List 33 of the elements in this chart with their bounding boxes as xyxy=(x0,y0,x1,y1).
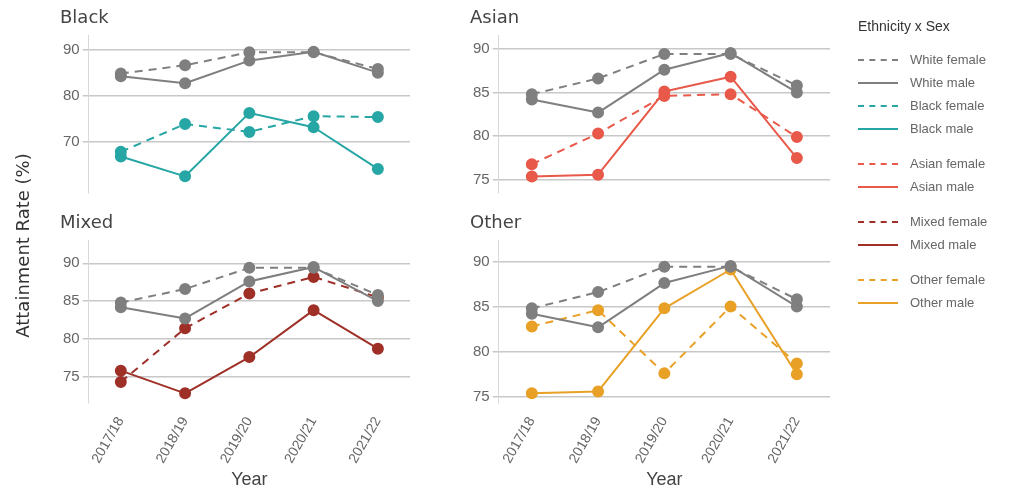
chart-title: Other xyxy=(470,211,522,233)
legend-label: Black male xyxy=(910,121,974,136)
legend-label: Mixed female xyxy=(910,214,988,229)
legend-label: Other female xyxy=(910,272,986,287)
y-tick-label: 75 xyxy=(63,366,80,384)
y-tick-label: 90 xyxy=(63,253,80,271)
legend-label: Other male xyxy=(910,295,975,310)
y-tick-label: 80 xyxy=(63,329,80,347)
legend-title: Ethnicity x Sex xyxy=(858,18,951,34)
legend-label: Asian male xyxy=(910,179,975,194)
x-axis-title: Year xyxy=(231,469,268,490)
legend-label: White male xyxy=(910,75,976,90)
y-tick-label: 80 xyxy=(63,85,80,103)
y-tick-label: 75 xyxy=(473,170,490,188)
y-tick-label: 80 xyxy=(473,341,490,359)
y-tick-label: 90 xyxy=(473,38,490,56)
legend-label: Black female xyxy=(910,98,985,113)
y-tick-label: 90 xyxy=(63,39,80,57)
y-axis-title: Attainment Rate (%) xyxy=(11,152,33,340)
legend-label: White female xyxy=(910,52,986,67)
y-tick-label: 80 xyxy=(473,126,490,144)
chart-title: Black xyxy=(60,6,110,28)
chart-title: Mixed xyxy=(60,211,114,233)
x-axis-title: Year xyxy=(646,469,683,490)
y-tick-label: 75 xyxy=(473,386,490,404)
chart-title: Asian xyxy=(470,6,520,28)
legend-label: Mixed male xyxy=(910,237,977,252)
legend-label: Asian female xyxy=(910,156,986,171)
y-tick-label: 85 xyxy=(473,82,490,100)
y-tick-label: 90 xyxy=(473,251,490,269)
y-tick-label: 85 xyxy=(473,296,490,314)
y-tick-label: 70 xyxy=(63,132,80,150)
y-tick-label: 85 xyxy=(63,291,80,309)
